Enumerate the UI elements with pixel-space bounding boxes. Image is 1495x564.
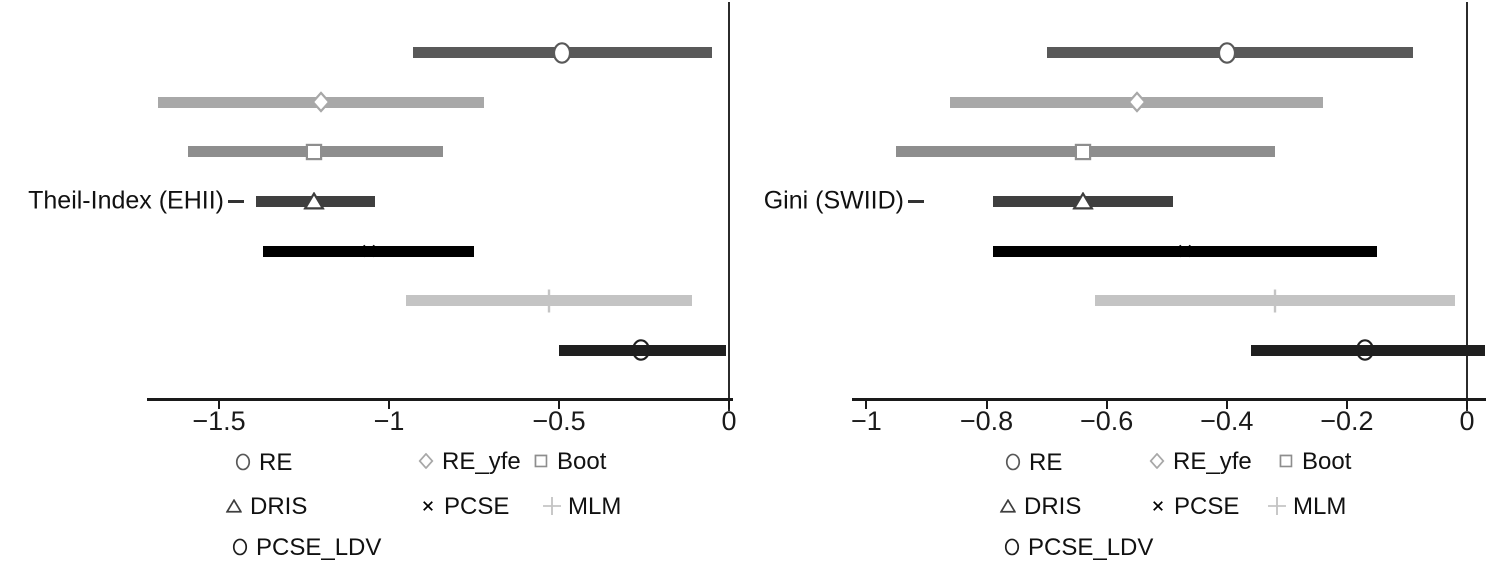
- estimate-marker-RE_yfe-diamond-icon: [1127, 91, 1147, 114]
- estimate-marker-PCSE_LDV-circle-open-icon: [631, 339, 650, 361]
- x-axis-tick: [1225, 398, 1228, 409]
- legend-label-PCSE_LDV: PCSE_LDV: [1028, 534, 1154, 561]
- ci-bar-Boot: [896, 146, 1275, 158]
- x-tick-label: −0.6: [1079, 406, 1134, 436]
- ci-bar-Boot: [188, 146, 444, 158]
- legend-label-MLM: MLM: [568, 493, 622, 520]
- legend-PCSE_LDV-circle-open-icon: [232, 538, 248, 556]
- estimate-marker-RE-circle-icon: [553, 41, 572, 64]
- x-tick-label: −1.5: [192, 406, 246, 436]
- legend-label-PCSE_LDV: PCSE_LDV: [256, 534, 382, 561]
- ci-bar-RE: [412, 47, 712, 59]
- estimate-marker-PCSE-x-icon: [1177, 244, 1192, 259]
- estimate-marker-DRIS-triangle-icon: [1071, 191, 1094, 210]
- legend-MLM-plus-icon: [542, 496, 562, 516]
- ci-bar-RE_yfe: [157, 96, 485, 108]
- legend-label-DRIS: DRIS: [250, 493, 308, 520]
- x-axis-tick: [218, 398, 220, 409]
- legend-PCSE-x-icon: [1152, 500, 1164, 512]
- estimate-marker-RE-circle-icon: [1217, 41, 1236, 64]
- x-axis-tick: [865, 398, 868, 409]
- legend-label-Boot: Boot: [557, 448, 607, 475]
- x-axis-tick: [388, 398, 390, 409]
- ci-bar-RE: [1046, 47, 1413, 59]
- legend-label-RE_yfe: RE_yfe: [442, 448, 521, 475]
- legend-RE-circle-icon: [235, 453, 251, 471]
- ci-bar-PCSE: [992, 245, 1377, 257]
- legend-label-Boot: Boot: [1302, 448, 1352, 475]
- x-axis-line: [852, 398, 1486, 401]
- x-tick-label: −0.5: [532, 406, 586, 436]
- ci-bar-MLM: [1094, 295, 1455, 307]
- category-tick: [908, 199, 924, 203]
- estimate-marker-RE_yfe-diamond-icon: [311, 91, 331, 114]
- legend-PCSE_LDV-circle-open-icon: [1004, 538, 1020, 556]
- x-axis-tick: [1345, 398, 1348, 409]
- estimate-marker-Boot-square-icon: [305, 143, 323, 161]
- estimate-marker-DRIS-triangle-icon: [303, 191, 326, 210]
- ci-bar-PCSE: [263, 245, 474, 257]
- legend-RE_yfe-diamond-icon: [1149, 452, 1165, 470]
- legend-label-MLM: MLM: [1293, 493, 1347, 520]
- ci-bar-RE_yfe: [950, 96, 1323, 108]
- estimate-marker-PCSE_LDV-circle-open-icon: [1355, 339, 1374, 361]
- legend-PCSE-x-icon: [422, 500, 434, 512]
- category-tick: [228, 199, 244, 203]
- legend-Boot-square-icon: [534, 454, 548, 468]
- legend-DRIS-triangle-icon: [999, 498, 1017, 513]
- ci-bar-MLM: [406, 295, 692, 307]
- panel-label: Theil-Index (EHII): [28, 186, 224, 215]
- x-tick-label: −1: [373, 406, 405, 436]
- x-tick-label: 0: [1459, 406, 1475, 436]
- legend-DRIS-triangle-icon: [225, 498, 243, 513]
- legend-RE-circle-icon: [1005, 453, 1021, 471]
- x-axis-tick: [1105, 398, 1108, 409]
- zero-reference-line: [1466, 2, 1468, 411]
- x-tick-label: 0: [721, 406, 737, 436]
- estimate-marker-PCSE-x-icon: [361, 244, 376, 259]
- estimate-marker-MLM-plus-icon: [536, 288, 561, 313]
- ci-bar-DRIS: [992, 195, 1173, 207]
- legend-label-RE: RE: [1029, 449, 1063, 476]
- legend-label-RE: RE: [259, 449, 293, 476]
- estimate-marker-MLM-plus-icon: [1262, 288, 1287, 313]
- panel-label: Gini (SWIID): [763, 186, 904, 215]
- x-axis-tick: [1466, 398, 1468, 409]
- ci-bar-PCSE_LDV: [559, 344, 726, 356]
- x-axis-tick: [728, 398, 730, 409]
- legend-RE_yfe-diamond-icon: [418, 452, 434, 470]
- x-tick-label: −0.8: [959, 406, 1014, 436]
- zero-reference-line: [728, 2, 730, 411]
- ci-bar-DRIS: [256, 195, 376, 207]
- legend-label-RE_yfe: RE_yfe: [1173, 448, 1252, 475]
- ci-bar-PCSE_LDV: [1250, 344, 1485, 356]
- legend-label-PCSE: PCSE: [444, 493, 510, 520]
- x-tick-label: −0.2: [1320, 406, 1374, 436]
- legend-Boot-square-icon: [1279, 454, 1293, 468]
- x-axis-tick: [558, 398, 560, 409]
- x-tick-label: −1: [850, 406, 882, 436]
- legend-label-DRIS: DRIS: [1024, 493, 1082, 520]
- legend-label-PCSE: PCSE: [1174, 493, 1240, 520]
- x-axis-line: [147, 398, 733, 401]
- x-axis-tick: [985, 398, 988, 409]
- x-tick-label: −0.4: [1200, 406, 1254, 436]
- legend-MLM-plus-icon: [1267, 496, 1287, 516]
- estimate-marker-Boot-square-icon: [1074, 143, 1091, 161]
